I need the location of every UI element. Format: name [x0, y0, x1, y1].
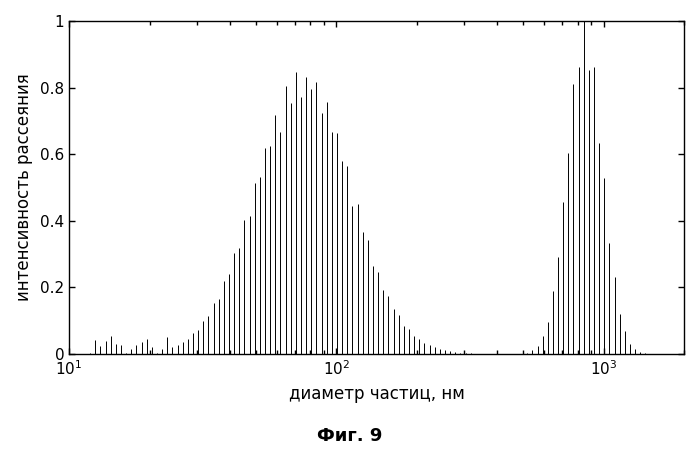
Text: Фиг. 9: Фиг. 9 [317, 427, 382, 445]
X-axis label: диаметр частиц, нм: диаметр частиц, нм [289, 385, 464, 403]
Y-axis label: интенсивность рассеяния: интенсивность рассеяния [15, 74, 33, 301]
